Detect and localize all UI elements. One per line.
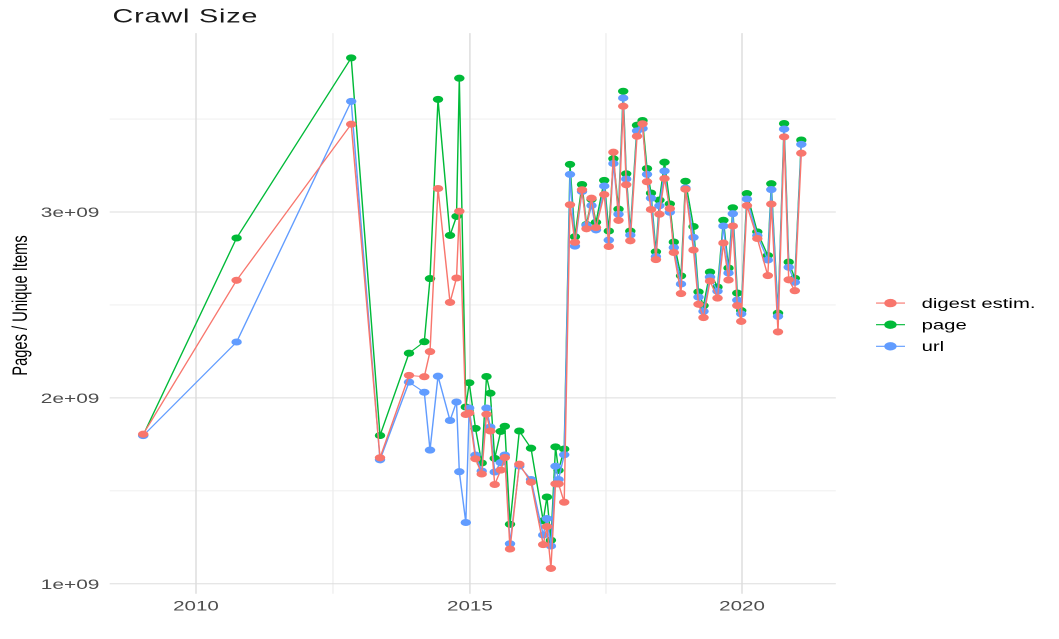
svg-text:2010: 2010 <box>173 598 219 614</box>
svg-text:Pages / Unique Items: Pages / Unique Items <box>7 235 32 375</box>
svg-text:Crawl Size: Crawl Size <box>113 6 259 27</box>
svg-text:2020: 2020 <box>719 598 765 614</box>
svg-text:url: url <box>922 338 945 354</box>
svg-text:page: page <box>922 317 967 333</box>
svg-text:digest estim.: digest estim. <box>922 295 1036 311</box>
svg-text:2e+09: 2e+09 <box>41 390 100 406</box>
svg-text:1e+09: 1e+09 <box>41 576 100 592</box>
svg-text:2015: 2015 <box>447 598 493 614</box>
svg-text:3e+09: 3e+09 <box>41 204 100 220</box>
